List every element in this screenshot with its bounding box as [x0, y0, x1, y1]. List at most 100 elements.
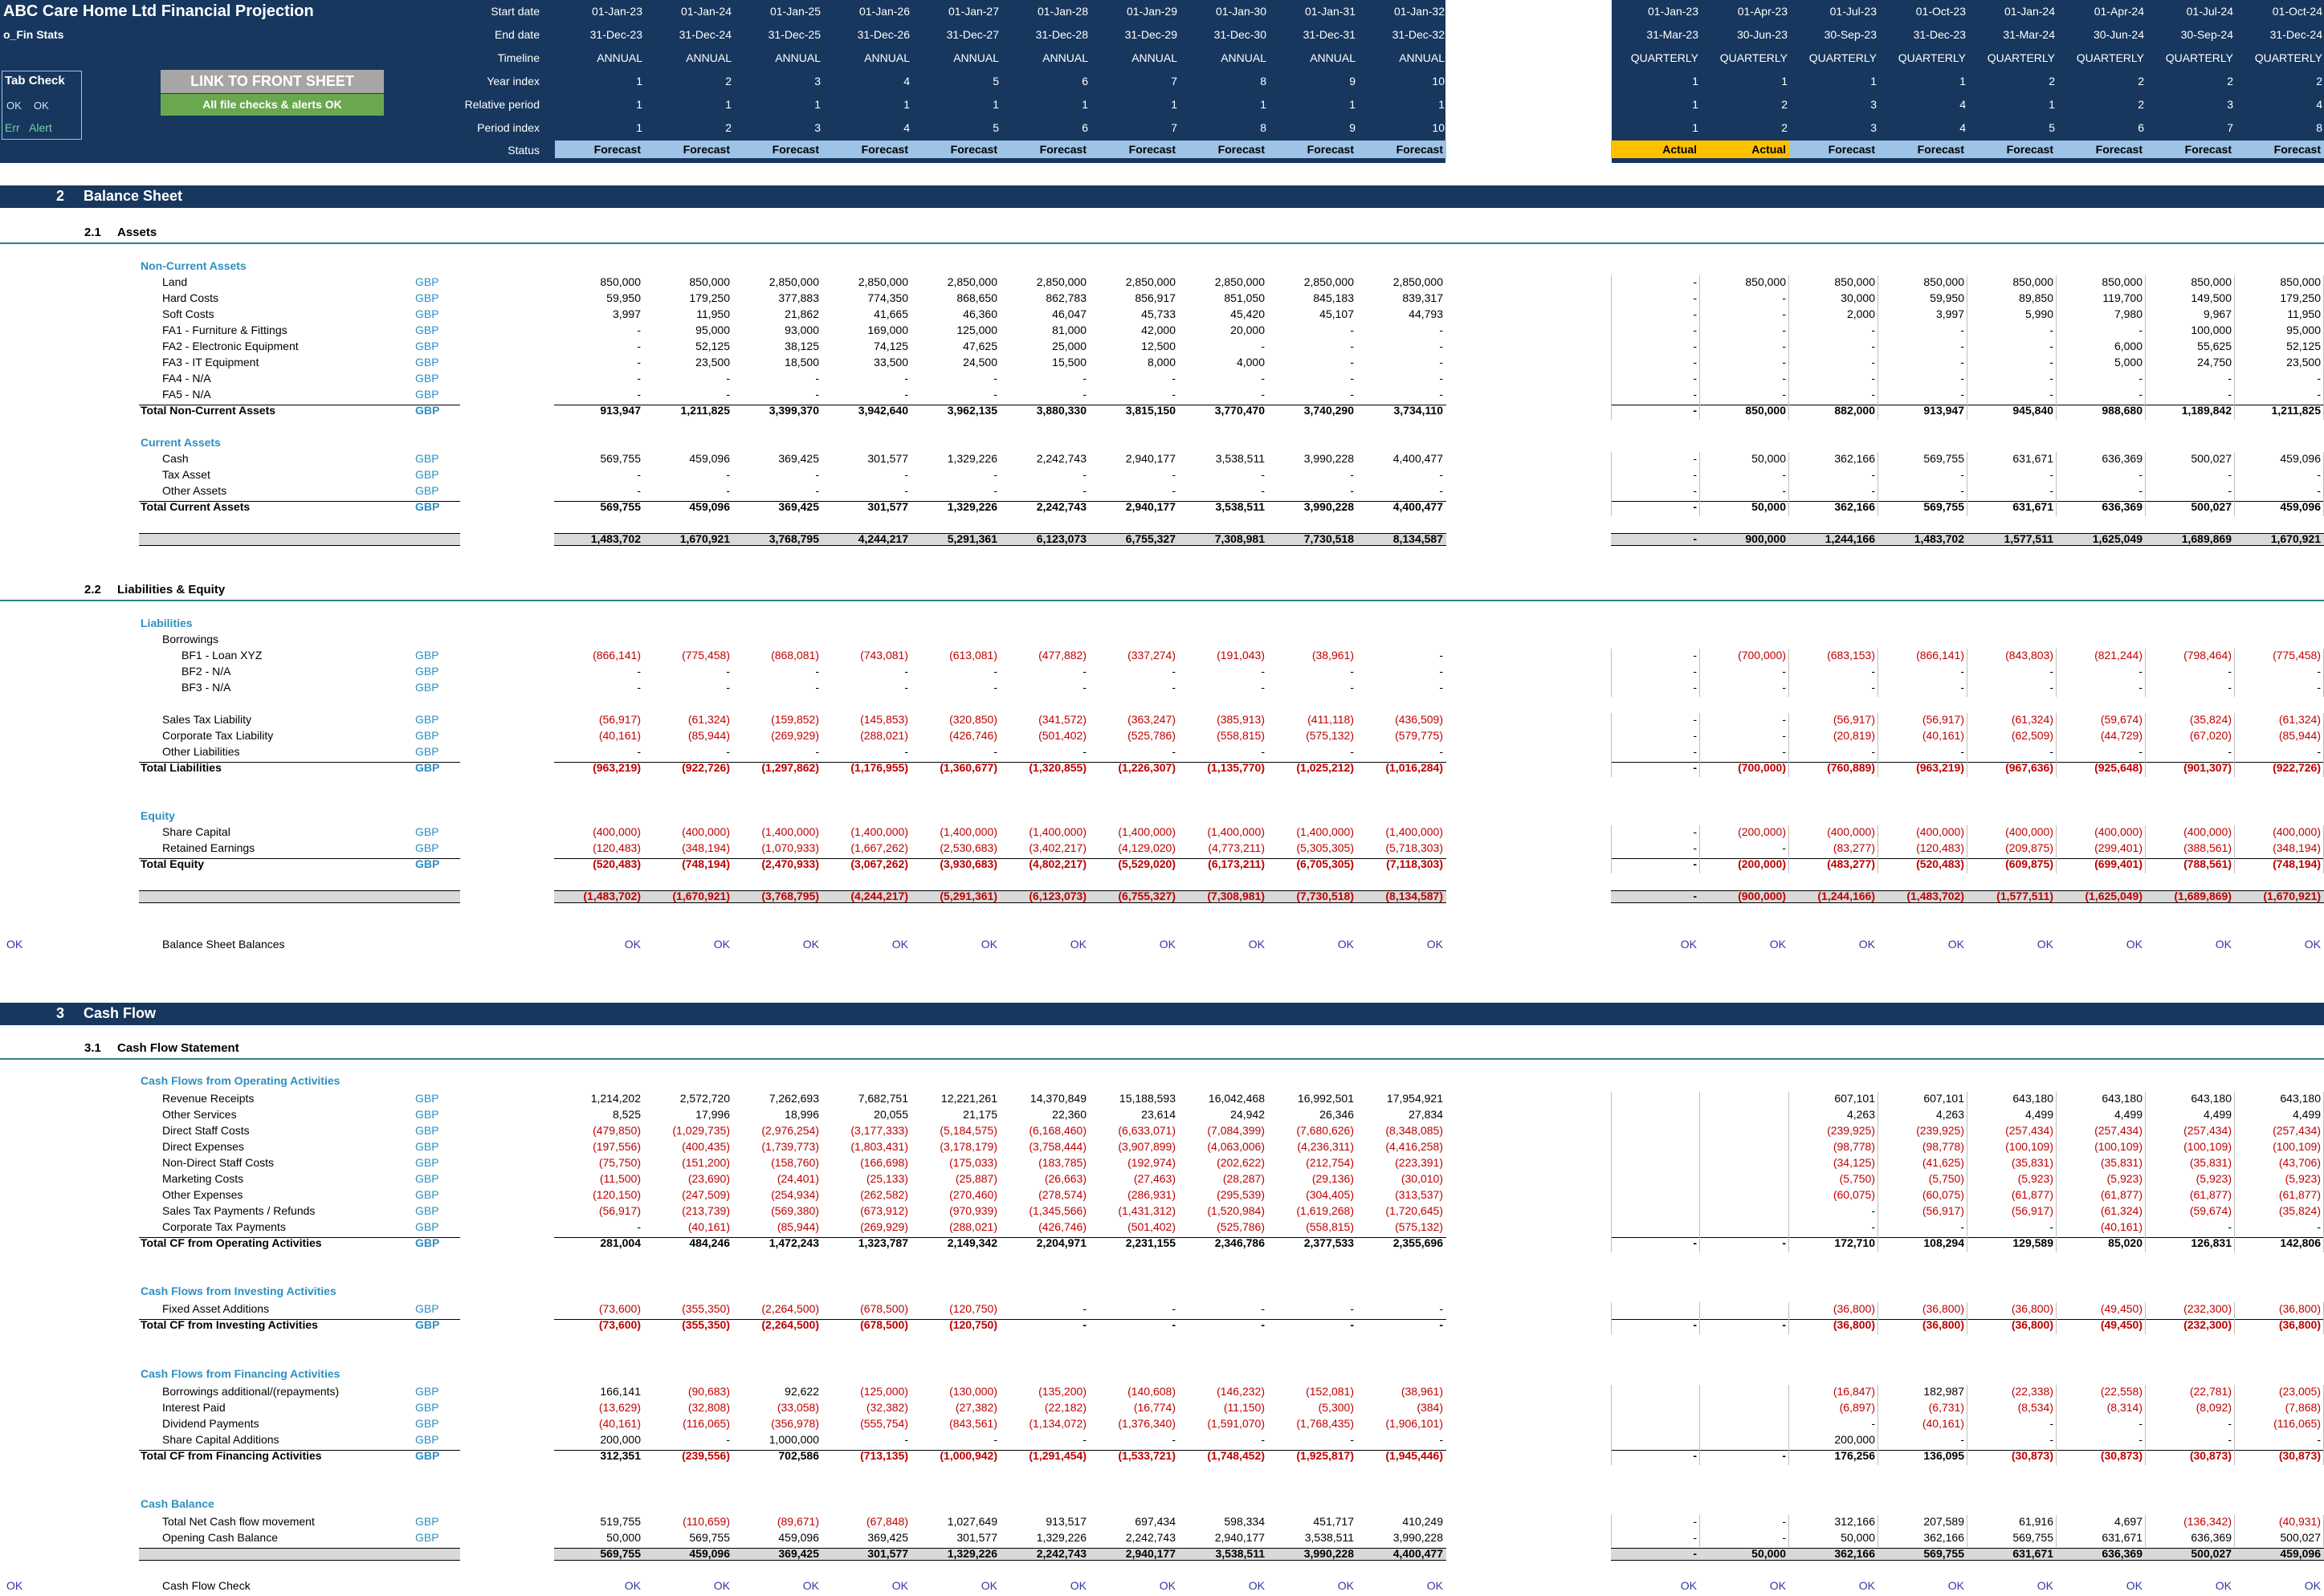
annual-cell: 42,000: [1141, 324, 1176, 336]
annual-cell: 45,107: [1319, 307, 1354, 320]
annual-cell: (30,010): [1401, 1172, 1443, 1185]
total-line-label: [139, 1450, 460, 1451]
annual-cell: (159,852): [771, 713, 819, 726]
unit-label: GBP: [415, 681, 439, 694]
annual-cell: (175,033): [949, 1156, 997, 1169]
quarterly-year: 1: [1870, 75, 1877, 88]
annual-cell: 839,317: [1402, 291, 1443, 304]
grid-line: [2145, 484, 2146, 500]
annual-cell: 569,755: [600, 500, 641, 513]
annual-cell: 41,665: [874, 307, 908, 320]
annual-cell: 27,834: [1409, 1108, 1443, 1121]
link-to-front-sheet-button[interactable]: LINK TO FRONT SHEET: [161, 70, 384, 93]
annual-cell: -: [904, 1433, 908, 1446]
quarterly-cell: 459,096: [2280, 1547, 2321, 1560]
annual-cell: -: [726, 681, 730, 694]
annual-cell: 16,992,501: [1297, 1092, 1354, 1105]
annual-cell: 312,351: [600, 1449, 641, 1462]
annual-cell: 200,000: [600, 1433, 641, 1446]
quarterly-cell: (49,450): [2100, 1302, 2143, 1315]
tab-check-ok-1: OK: [6, 100, 22, 112]
annual-cell: -: [815, 745, 819, 758]
unit-label: GBP: [415, 1433, 439, 1446]
annual-cell: 913,947: [600, 404, 641, 417]
quarterly-cell: (40,931): [2278, 1515, 2321, 1528]
total-line-label: [139, 858, 460, 859]
annual-cell: 1,027,649: [947, 1515, 997, 1528]
annual-cell: (1,400,000): [850, 825, 908, 838]
unit-label: GBP: [415, 1449, 440, 1462]
row-label: Tax Asset: [162, 468, 210, 481]
annual-cell: 4,400,477: [1392, 500, 1443, 513]
quarterly-cell: -: [1693, 745, 1697, 758]
annual-cell: -: [1350, 324, 1354, 336]
quarterly-cell: 643,180: [2102, 1092, 2143, 1105]
annual-period: 10: [1432, 121, 1445, 134]
annual-cell: 569,755: [689, 1531, 730, 1544]
quarterly-cell: 3,997: [1935, 307, 1964, 320]
grid-line: [2145, 1140, 2146, 1156]
annual-cell: (1,945,446): [1385, 1449, 1443, 1462]
annual-cell: -: [1172, 1302, 1176, 1315]
annual-cell: (341,572): [1038, 713, 1087, 726]
annual-cell: (24,401): [777, 1172, 819, 1185]
grid-line: [2234, 484, 2235, 500]
row-label: Balance Sheet Balances: [162, 938, 285, 951]
grid-line: [2234, 404, 2235, 420]
quarterly-cell: 643,180: [2280, 1092, 2321, 1105]
quarterly-cell: -: [1960, 745, 1964, 758]
grid-line: [2145, 1124, 2146, 1140]
annual-cell: 3,942,640: [858, 404, 908, 417]
quarterly-year: 1: [1781, 75, 1788, 88]
annual-cell: 845,183: [1313, 291, 1354, 304]
annual-cell: (575,132): [1395, 1220, 1443, 1233]
annual-cell: OK: [1248, 938, 1265, 951]
quarterly-cell: OK: [2215, 1579, 2232, 1592]
quarterly-cell: (699,401): [2094, 857, 2143, 870]
grid-line: [2234, 1220, 2235, 1236]
quarterly-cell: 850,000: [1745, 404, 1786, 417]
grid-line: [1788, 1515, 1789, 1531]
grid-line: [2056, 1204, 2057, 1220]
file-checks-status-button[interactable]: All file checks & alerts OK: [161, 94, 384, 116]
grid-line: [2056, 500, 2057, 516]
quarterly-cell: -: [1871, 484, 1875, 497]
grid-line: [2234, 388, 2235, 404]
annual-cell: -: [637, 665, 641, 678]
grid-line: [1611, 1433, 1612, 1449]
quarterly-end: 31-Dec-23: [1913, 28, 1966, 41]
annual-cell: -: [815, 388, 819, 401]
quarterly-cell: 850,000: [1745, 275, 1786, 288]
quarterly-cell: -: [2138, 484, 2143, 497]
unit-label: GBP: [415, 1302, 439, 1315]
grid-line: [2145, 324, 2146, 340]
grid-line: [2234, 452, 2235, 468]
quarterly-type: QUARTERLY: [2165, 51, 2233, 64]
total-line-quarterly: [1611, 1450, 2324, 1451]
grid-line: [1611, 404, 1612, 420]
annual-cell: 1,211,825: [680, 404, 730, 417]
annual-cell: 47,625: [963, 340, 997, 352]
quarterly-start: 01-Jan-24: [2004, 5, 2055, 18]
grid-line: [1611, 729, 1612, 745]
grid-line: [2145, 825, 2146, 841]
grid-line: [1788, 1204, 1789, 1220]
grid-line: [2056, 1385, 2057, 1401]
timeline-label: Timeline: [497, 51, 540, 64]
annual-cell: 179,250: [689, 291, 730, 304]
quarterly-cell: -: [2049, 665, 2053, 678]
annual-cell: (5,300): [1318, 1401, 1354, 1414]
grid-line: [1788, 1449, 1789, 1465]
quarterly-cell: -: [2228, 745, 2232, 758]
quarterly-cell: (239,925): [1827, 1124, 1875, 1137]
row-label: Total CF from Investing Activities: [141, 1318, 318, 1331]
quarterly-cell: 500,027: [2280, 1531, 2321, 1544]
annual-cell: (130,000): [949, 1385, 997, 1398]
grid-line: [2056, 665, 2057, 681]
quarterly-cell: -: [2317, 1220, 2321, 1233]
quarterly-year: 2: [2227, 75, 2233, 88]
quarterly-cell: 643,180: [2191, 1092, 2232, 1105]
quarterly-cell: (609,875): [2005, 857, 2053, 870]
row-label: FA3 - IT Equipment: [162, 356, 259, 368]
row-label: Cash: [162, 452, 189, 465]
